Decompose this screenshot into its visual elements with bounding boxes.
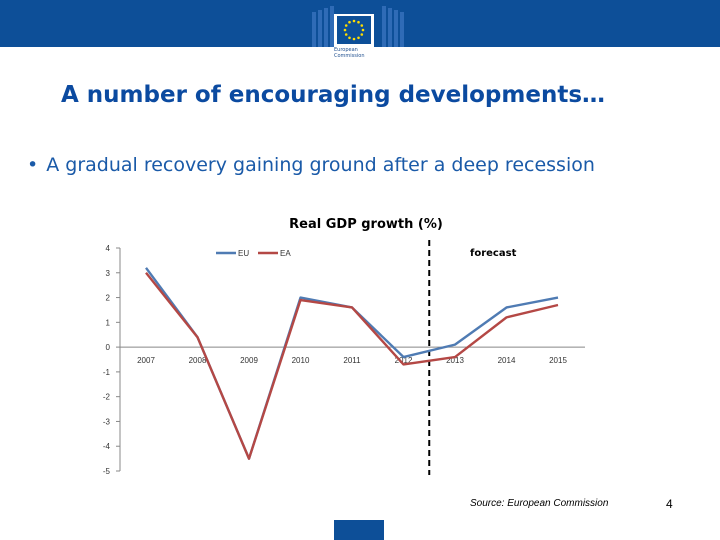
slide-title: A number of encouraging developments…	[61, 82, 606, 108]
eu-stars-icon	[343, 19, 365, 41]
building-stripes-icon	[312, 6, 404, 47]
commission-logo-text: European Commission	[334, 47, 374, 59]
x-tick-label: 2009	[240, 356, 258, 365]
source-note: Source: European Commission	[470, 498, 609, 509]
bullet-text: A gradual recovery gaining ground after …	[46, 154, 595, 176]
y-tick-label: -3	[103, 417, 111, 426]
footer-flag	[334, 520, 384, 540]
legend-label-eu: EU	[238, 249, 249, 258]
y-tick-label: -2	[103, 393, 111, 402]
x-tick-label: 2008	[189, 356, 207, 365]
y-tick-label: 1	[106, 318, 111, 327]
y-tick-label: -1	[103, 368, 111, 377]
x-tick-label: 2014	[498, 356, 516, 365]
y-tick-label: 2	[106, 294, 111, 303]
y-tick-label: 3	[106, 269, 111, 278]
logo-line: Commission	[334, 53, 365, 59]
y-tick-label: -5	[103, 467, 111, 476]
x-tick-label: 2013	[446, 356, 464, 365]
commission-logo	[312, 6, 404, 68]
page-number: 4	[666, 497, 673, 511]
x-tick-label: 2012	[395, 356, 413, 365]
chart-title: Real GDP growth (%)	[289, 217, 443, 232]
y-tick-label: 4	[106, 244, 111, 253]
x-tick-label: 2010	[292, 356, 310, 365]
x-tick-label: 2015	[549, 356, 567, 365]
legend-label-ea: EA	[280, 249, 291, 258]
logo-line: European	[334, 47, 358, 53]
y-tick-label: 0	[106, 343, 111, 352]
forecast-label: forecast	[470, 248, 517, 259]
bullet-point: • A gradual recovery gaining ground after…	[27, 154, 595, 176]
x-tick-label: 2007	[137, 356, 155, 365]
bullet-icon: •	[27, 154, 39, 176]
x-tick-label: 2011	[343, 356, 361, 365]
series-line-ea	[145, 272, 559, 460]
y-tick-label: -4	[103, 442, 111, 451]
